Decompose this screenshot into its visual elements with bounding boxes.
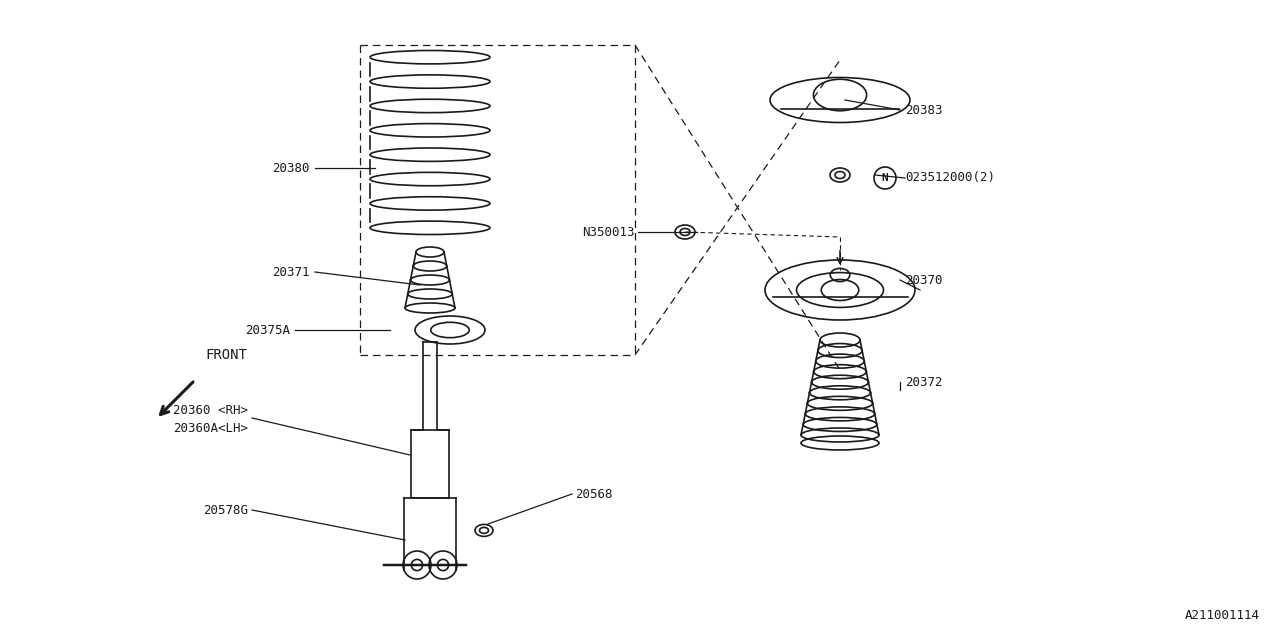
Text: FRONT: FRONT (205, 348, 247, 362)
Text: N350013: N350013 (582, 225, 635, 239)
Text: 023512000(2): 023512000(2) (905, 172, 995, 184)
Text: 20360A<LH>: 20360A<LH> (173, 422, 248, 435)
Text: 20371: 20371 (273, 266, 310, 278)
Text: 20380: 20380 (273, 161, 310, 175)
Text: 20360 <RH>: 20360 <RH> (173, 403, 248, 417)
Text: N: N (882, 173, 888, 183)
Text: 20375A: 20375A (244, 323, 291, 337)
Text: 20568: 20568 (575, 488, 613, 500)
Text: A211001114: A211001114 (1185, 609, 1260, 622)
Text: 20370: 20370 (905, 273, 942, 287)
Text: 20578G: 20578G (204, 504, 248, 516)
Text: 20372: 20372 (905, 376, 942, 388)
Text: 20383: 20383 (905, 104, 942, 116)
